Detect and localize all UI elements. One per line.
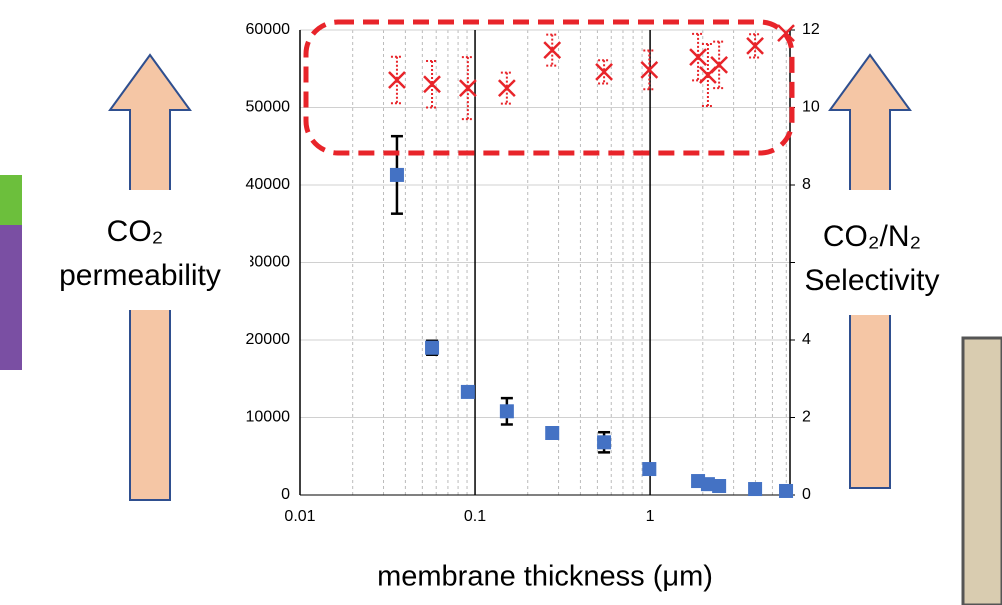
data-point <box>748 482 763 497</box>
data-point <box>689 48 707 67</box>
data-point <box>388 71 406 89</box>
y2-tick-label: 2 <box>802 409 811 426</box>
error-bar <box>500 71 513 105</box>
data-point <box>710 55 729 74</box>
y2-tick-label: 8 <box>802 176 811 193</box>
y2-tick-label: 0 <box>802 486 811 503</box>
y-tick-label: 60000 <box>246 21 291 38</box>
annotation: CO₂ <box>107 215 164 248</box>
error-bar <box>749 33 762 59</box>
y-tick-label: 40000 <box>246 176 291 193</box>
highlight-box <box>303 19 795 156</box>
x-axis-label: membrane thickness (μm) <box>377 561 713 593</box>
annotation: CO₂/N₂ <box>823 220 921 253</box>
data-point <box>746 37 764 55</box>
error-bar <box>643 49 656 91</box>
annotation: permeability <box>59 259 221 292</box>
photo-left-top <box>0 175 22 225</box>
data-point <box>779 483 794 498</box>
data-point <box>460 384 475 399</box>
error-bar <box>701 42 714 107</box>
data-point <box>389 167 404 182</box>
data-point <box>458 79 477 98</box>
x-tick-label: 0.01 <box>284 508 315 525</box>
data-point <box>543 41 562 60</box>
x-tick-label: 0.1 <box>464 508 486 525</box>
error-bar <box>546 33 559 67</box>
error-bar <box>461 56 474 121</box>
data-point <box>595 62 613 81</box>
data-point <box>640 61 659 79</box>
data-point <box>423 75 441 94</box>
annotation: Selectivity <box>804 264 939 297</box>
data-point <box>597 435 612 450</box>
y-tick-label: 10000 <box>246 409 291 426</box>
data-point <box>497 79 516 98</box>
data-point <box>545 426 560 440</box>
annotation-box-right <box>795 190 975 315</box>
data-point <box>642 462 657 477</box>
annotation-box-left <box>40 190 250 310</box>
photo-right <box>963 338 1002 605</box>
data-point <box>712 479 727 494</box>
data-point <box>499 404 514 419</box>
x-tick-label: 1 <box>646 508 655 525</box>
y2-tick-label: 12 <box>802 21 820 38</box>
error-bar <box>390 55 403 105</box>
error-bar <box>598 59 611 85</box>
data-point <box>425 340 440 355</box>
error-bar <box>426 60 439 109</box>
y-tick-label: 20000 <box>246 331 291 348</box>
y-tick-label: 0 <box>281 486 290 503</box>
y2-tick-label: 10 <box>802 99 820 116</box>
y2-tick-label: 4 <box>802 331 811 348</box>
photo-right-frame <box>961 336 1002 605</box>
data-point <box>700 477 715 492</box>
error-bar <box>713 40 726 90</box>
y-tick-label: 50000 <box>246 99 291 116</box>
y-tick-label: 30000 <box>246 254 291 271</box>
